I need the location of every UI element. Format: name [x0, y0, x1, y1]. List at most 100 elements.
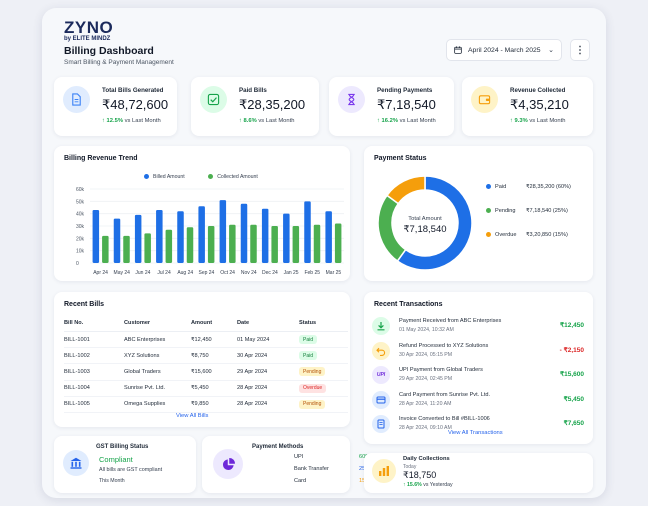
kpi-label: Total Bills Generated [102, 87, 164, 94]
chevron-down-icon: ⌄ [548, 47, 554, 54]
table-row[interactable]: BILL-1003 Global Traders ₹15,600 29 Apr 202… [64, 363, 348, 381]
bar-collected[interactable] [334, 223, 342, 263]
more-options-button[interactable]: ⋮ [570, 39, 590, 61]
cell-date: 01 May 2024 [237, 331, 299, 349]
table-row[interactable]: BILL-1005 Omega Supplies ₹9,850 28 Apr 2024… [64, 396, 348, 413]
view-all-bills-link[interactable]: View All Bills [176, 413, 209, 419]
transaction-date: 30 Apr 2024, 05:15 PM [399, 351, 453, 358]
gst-period: This Month [99, 478, 125, 484]
bar-collected[interactable] [144, 233, 151, 263]
payment-method-item: Card15% [294, 478, 374, 484]
daily-change: ↑ 15.6% vs Yesterday [403, 482, 453, 488]
table-row[interactable]: BILL-1004 Sunrise Pvt. Ltd. ₹5,450 28 Apr 2… [64, 380, 348, 397]
bar-billed[interactable] [198, 206, 205, 263]
payment-methods-card: Payment Methods UPI60%Bank Transfer25%Ca… [202, 436, 370, 493]
kpi-label: Revenue Collected [510, 87, 566, 94]
legend-item: Pending ₹7,18,540 (25%) [486, 208, 586, 232]
donut-slice-overdue[interactable] [385, 175, 426, 205]
bank-icon [63, 450, 89, 476]
x-tick-label: Apr 24 [93, 270, 108, 276]
y-tick-label: 10k [76, 249, 85, 255]
revenue-trend-card: Billing Revenue Trend Billed Amount Coll… [54, 146, 350, 281]
bar-billed[interactable] [219, 200, 227, 263]
bar-billed[interactable] [177, 211, 184, 263]
transaction-item[interactable]: Invoice Converted to Bill #BILL-1006 28 A… [372, 414, 584, 436]
payment-method-name: UPI [294, 454, 304, 460]
bar-collected[interactable] [186, 227, 194, 263]
view-all-transactions-link[interactable]: View All Transactions [448, 430, 503, 436]
legend-item: Overdue ₹3,20,850 (15%) [486, 232, 586, 256]
payment-method-item: UPI60% [294, 454, 374, 460]
status-badge: Pending [299, 399, 326, 409]
cell-amount: ₹12,450 [191, 331, 237, 349]
bar-billed[interactable] [304, 201, 311, 263]
arrow-up-icon: ↑ [377, 118, 380, 124]
daily-title: Daily Collections [403, 456, 450, 462]
transaction-title: Card Payment from Sunrise Pvt. Ltd. [399, 391, 491, 398]
transaction-amount: - ₹2,150 [559, 346, 584, 354]
invoice-icon [372, 415, 390, 433]
kpi-paid-bills: Paid Bills ₹28,35,200 ↑ 8.6% vs Last Mon… [191, 77, 319, 136]
legend-item: Paid ₹28,35,200 (60%) [486, 184, 586, 208]
kpi-change: ↑ 16.2% vs Last Month [377, 118, 436, 124]
x-tick-label: Dec 24 [262, 270, 278, 276]
recent-bills-card: Recent Bills Bill No. Customer Amount Da… [54, 292, 350, 427]
transaction-date: 28 Apr 2024, 09:10 AM [399, 425, 452, 431]
transaction-item[interactable]: Card Payment from Sunrise Pvt. Ltd. 28 Ap… [372, 390, 584, 412]
bar-collected[interactable] [229, 224, 236, 263]
transaction-item[interactable]: UPI UPI Payment from Global Traders 29 Apr… [372, 365, 584, 387]
status-badge: Paid [299, 335, 318, 345]
bar-billed[interactable] [92, 209, 100, 263]
transaction-title: Refund Processed to XYZ Solutions [399, 342, 489, 349]
col-status: Status [299, 318, 348, 332]
bar-collected[interactable] [292, 226, 300, 263]
y-tick-label: 20k [76, 236, 85, 242]
kpi-change: ↑ 8.6% vs Last Month [239, 118, 295, 124]
payment-method-name: Bank Transfer [294, 466, 329, 472]
cell-customer: Global Traders [124, 363, 191, 381]
bar-billed[interactable] [283, 213, 290, 263]
daily-period: Today [403, 464, 417, 470]
arrow-up-icon: ↑ [510, 118, 513, 124]
table-row[interactable]: BILL-1002 XYZ Solutions ₹8,750 30 Apr 2024 P… [64, 347, 348, 365]
table-header-row: Bill No. Customer Amount Date Status [64, 318, 348, 332]
status-badge: Overdue [299, 383, 327, 393]
hourglass-icon [338, 86, 365, 113]
bar-billed[interactable] [325, 211, 332, 263]
bar-collected[interactable] [123, 235, 130, 263]
legend-dot [486, 208, 491, 214]
card-icon [372, 390, 390, 409]
bar-billed[interactable] [261, 208, 269, 263]
kpi-value: ₹4,35,210 [510, 97, 569, 112]
bar-billed[interactable] [113, 218, 121, 263]
cell-customer: XYZ Solutions [124, 347, 191, 365]
donut-slice-paid[interactable] [396, 175, 473, 271]
bar-collected[interactable] [313, 224, 321, 263]
brand-logo: ZYNO by ELITE MINDZ [64, 18, 113, 42]
cell-bill-no: BILL-1003 [64, 363, 124, 381]
legend-name: Overdue [495, 232, 517, 238]
bar-collected[interactable] [271, 226, 278, 263]
kpi-change: ↑ 12.5% vs Last Month [102, 118, 161, 124]
bar-billed[interactable] [240, 203, 248, 263]
table-row[interactable]: BILL-1001 ABC Enterprises ₹12,450 01 May 20… [64, 331, 348, 349]
cell-date: 29 Apr 2024 [237, 363, 299, 381]
bar-collected[interactable] [165, 229, 173, 263]
gst-description: All bills are GST compliant [99, 467, 163, 473]
bar-collected[interactable] [250, 224, 257, 263]
transaction-item[interactable]: Payment Received from ABC Enterprises 01 … [372, 316, 584, 338]
bar-billed[interactable] [134, 214, 142, 263]
kpi-pending-payments: Pending Payments ₹7,18,540 ↑ 16.2% vs La… [329, 77, 454, 136]
payment-status-title: Payment Status [374, 155, 427, 162]
x-tick-label: Oct 24 [220, 270, 235, 276]
y-tick-label: 50k [76, 199, 85, 205]
bar-collected[interactable] [207, 226, 215, 263]
revenue-bar-chart: 0 10k 20k 30k 40k 50k 60k Apr 24 May 24 Jun 24 Jul… [76, 187, 344, 276]
kpi-value: ₹7,18,540 [377, 97, 436, 112]
transaction-amount: ₹7,650 [563, 420, 584, 427]
bar-billed[interactable] [156, 209, 163, 263]
transaction-item[interactable]: Refund Processed to XYZ Solutions 30 Apr … [372, 341, 584, 363]
date-range-picker[interactable]: April 2024 - March 2025 ⌄ [446, 39, 562, 61]
recent-transactions-title: Recent Transactions [374, 301, 443, 308]
bar-collected[interactable] [102, 235, 109, 263]
